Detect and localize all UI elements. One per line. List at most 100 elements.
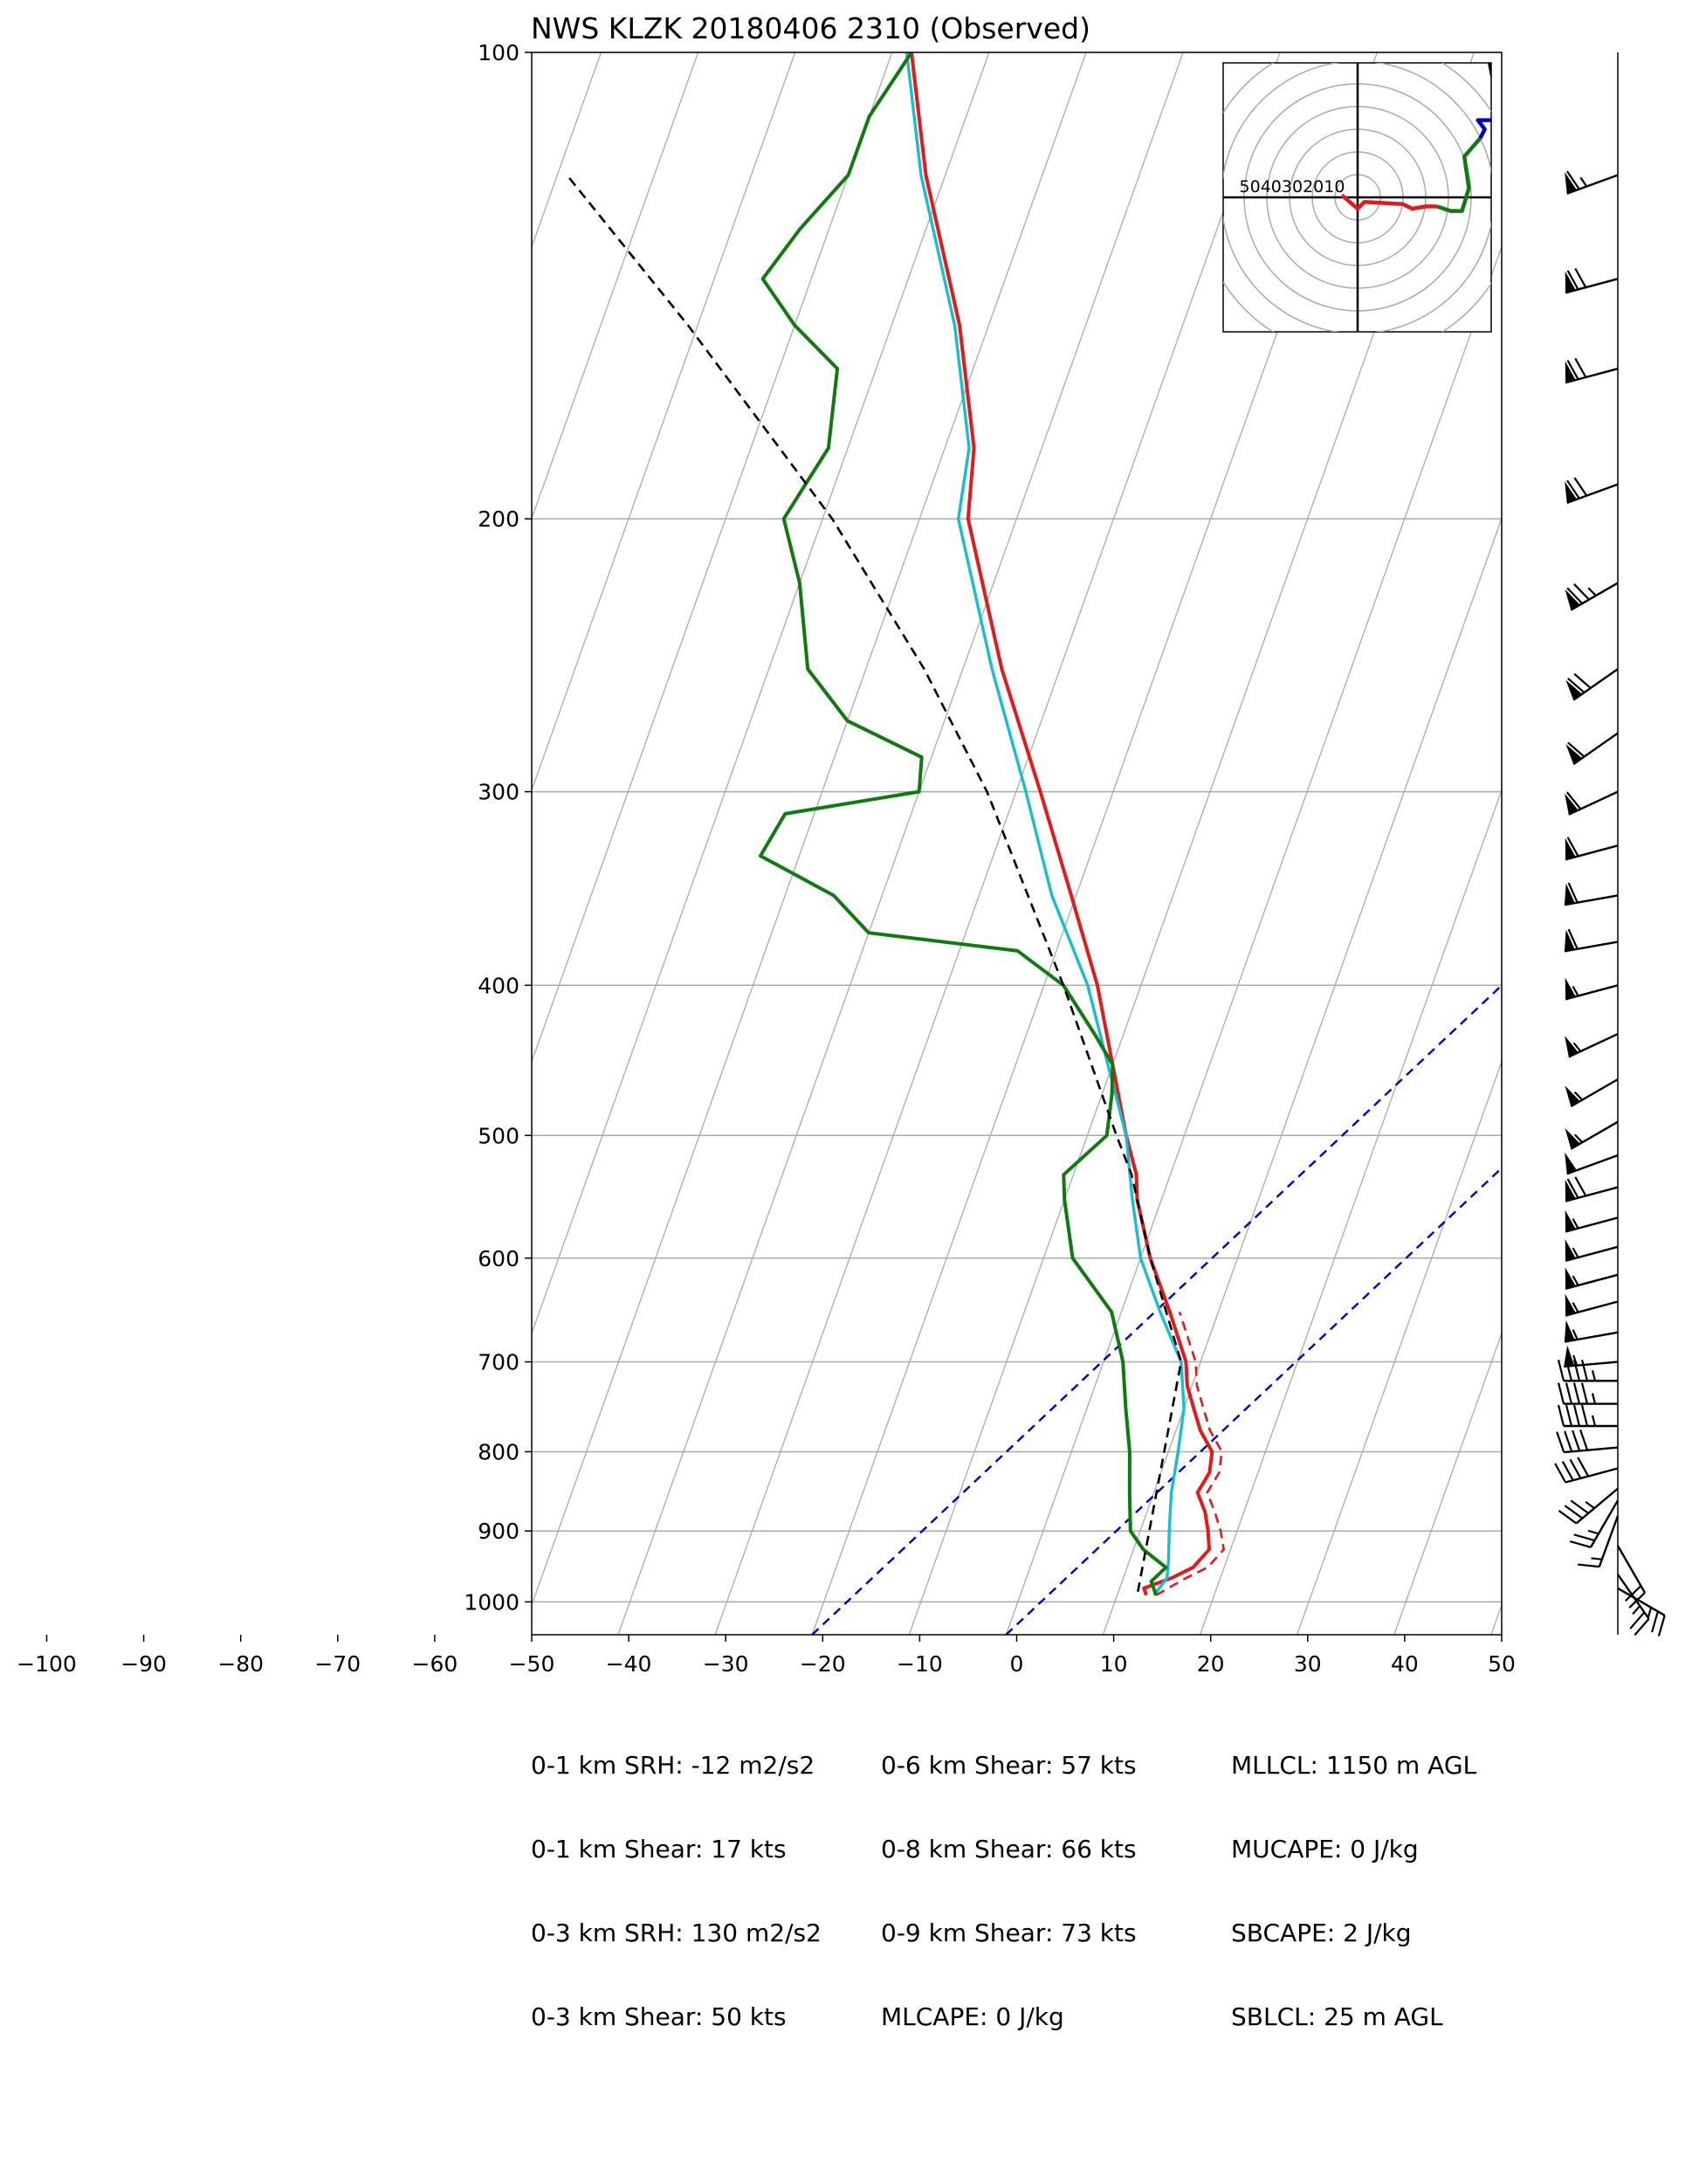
temperature-tick-label: −10 <box>897 1651 943 1677</box>
wind-barb <box>1565 732 1619 766</box>
temperature-tick-label: −30 <box>703 1651 749 1677</box>
isotherm-gridline <box>1199 788 1502 1635</box>
index-sbcape: SBCAPE: 2 J/kg <box>1231 1919 1412 1947</box>
isotherm-gridline <box>0 52 19 1635</box>
index-shear-0-6km: 0-6 km Shear: 57 kts <box>881 1751 1137 1780</box>
wind-barb <box>1565 1152 1619 1175</box>
temperature-tick-label: 10 <box>1100 1651 1128 1677</box>
wind-barb <box>1557 1359 1618 1382</box>
wind-barb <box>1578 1515 1620 1568</box>
isotherm-gridline <box>532 52 796 792</box>
hodograph-trace <box>1340 193 1437 211</box>
wind-barb <box>1617 1587 1666 1636</box>
wind-barb <box>1569 1499 1620 1548</box>
wind-barb <box>1557 1382 1618 1405</box>
wind-barb <box>1554 1457 1619 1484</box>
wind-barb <box>1556 1429 1619 1454</box>
index-mucape: MUCAPE: 0 J/kg <box>1231 1835 1419 1864</box>
temperature-tick-label: 30 <box>1294 1651 1322 1677</box>
wind-barb <box>1565 1032 1619 1058</box>
wind-barb <box>1564 928 1619 953</box>
temperature-tick-label: −80 <box>217 1651 264 1677</box>
wind-barb <box>1564 882 1619 906</box>
wind-barb <box>1565 977 1619 1001</box>
temperature-axis: −100 −90 −80 −70 −60 −50 −40 −30 −20 −10 0 10 20 30 40… <box>17 1635 1516 1677</box>
temperature-tick-label: 50 <box>1488 1651 1516 1677</box>
temperature-tick-label: 40 <box>1391 1651 1419 1677</box>
wind-barb <box>1565 1239 1619 1263</box>
pressure-axis: 100 200 300 400 500 600 700 800 900 1000 <box>464 40 532 1615</box>
wind-barb <box>1565 1267 1619 1290</box>
series-parcel-line <box>566 174 1183 1593</box>
isotherm-gridline <box>0 52 407 1635</box>
isotherm-gridline <box>0 52 310 1635</box>
hodograph-inset: 5040302010 <box>1222 62 1492 333</box>
pressure-tick-label: 900 <box>478 1519 519 1544</box>
isotherm-gridline <box>0 52 504 1635</box>
indices-column-1: 0-1 km SRH: -12 m2/s2 0-1 km Shear: 17 k… <box>531 1696 822 2059</box>
index-shear-0-8km: 0-8 km Shear: 66 kts <box>881 1835 1137 1864</box>
wind-barb <box>1558 1487 1619 1525</box>
series-virtual-temperature-line <box>905 52 1186 1596</box>
wind-barb <box>1565 1176 1619 1202</box>
wind-barb <box>1564 1345 1619 1368</box>
pressure-tick-label: 600 <box>478 1246 519 1271</box>
temperature-tick-label: −60 <box>412 1651 458 1677</box>
isotherm-gridline <box>0 52 213 1635</box>
wind-barb <box>1565 837 1619 861</box>
wind-barb <box>1565 357 1619 384</box>
pressure-tick-label: 200 <box>478 506 519 532</box>
index-shear-0-3km: 0-3 km Shear: 50 kts <box>531 2002 787 2031</box>
wind-barb <box>1565 790 1619 816</box>
index-mllcl: MLLCL: 1150 m AGL <box>1231 1751 1477 1780</box>
wind-barb <box>1557 1404 1618 1428</box>
wind-barb <box>1565 477 1619 504</box>
chart-title: NWS KLZK 20180406 2310 (Observed) <box>531 11 1090 45</box>
wind-barb <box>1565 1078 1619 1108</box>
temperature-tick-label: −100 <box>17 1651 77 1677</box>
wind-barb <box>1565 1120 1619 1150</box>
skewt-plot-area <box>0 52 1502 1635</box>
temperature-tick-label: −40 <box>606 1651 652 1677</box>
pressure-tick-label: 300 <box>478 780 519 805</box>
wind-barb <box>1565 582 1619 611</box>
temperature-tick-label: −90 <box>120 1651 167 1677</box>
indices-column-3: MLLCL: 1150 m AGL MUCAPE: 0 J/kg SBCAPE:… <box>1231 1696 1476 2059</box>
wind-barbs <box>1554 52 1666 1636</box>
isotherm-gridline <box>714 52 1281 1635</box>
pressure-tick-label: 100 <box>478 40 519 65</box>
series-dewpoint-line <box>759 52 1168 1596</box>
index-srh-0-1km: 0-1 km SRH: -12 m2/s2 <box>531 1751 815 1780</box>
temperature-tick-label: −20 <box>800 1651 846 1677</box>
isotherm-gridline <box>532 52 893 1064</box>
pressure-tick-label: 1000 <box>464 1589 519 1615</box>
hodograph-ring-labels: 5040302010 <box>1240 177 1345 196</box>
index-shear-0-9km: 0-9 km Shear: 73 kts <box>881 1919 1137 1947</box>
series-temperature-alt-line <box>1155 1311 1225 1596</box>
pressure-tick-label: 700 <box>478 1350 519 1375</box>
hodograph-trace <box>1436 136 1482 213</box>
wind-barb <box>1564 1319 1619 1343</box>
hodograph-plot <box>1223 63 1491 332</box>
isotherm-gridline <box>617 52 1184 1635</box>
temperature-tick-label: −70 <box>314 1651 361 1677</box>
indices-column-2: 0-6 km Shear: 57 kts 0-8 km Shear: 66 kt… <box>881 1696 1137 2059</box>
isotherm-gridline <box>532 52 602 249</box>
index-srh-0-3km: 0-3 km SRH: 130 m2/s2 <box>531 1919 822 1947</box>
wind-barb <box>1616 1545 1647 1609</box>
isotherm-gridline <box>1490 1603 1502 1635</box>
temperature-tick-label: 0 <box>1010 1651 1024 1677</box>
isotherm-gridline <box>1297 1059 1502 1635</box>
isotherm-gridline <box>1393 1331 1502 1635</box>
pressure-tick-label: 500 <box>478 1123 519 1148</box>
isotherm-gridline <box>532 52 990 1335</box>
pressure-tick-label: 800 <box>478 1439 519 1464</box>
wind-barb <box>1565 1209 1619 1233</box>
index-shear-0-1km: 0-1 km Shear: 17 kts <box>531 1835 787 1864</box>
hodograph-trace <box>1475 118 1491 140</box>
isotherm-gridline <box>532 52 699 520</box>
isotherm-gridline <box>532 52 1087 1607</box>
index-sblcl: SBLCL: 25 m AGL <box>1231 2002 1443 2031</box>
index-mlcape: MLCAPE: 0 J/kg <box>881 2002 1064 2031</box>
